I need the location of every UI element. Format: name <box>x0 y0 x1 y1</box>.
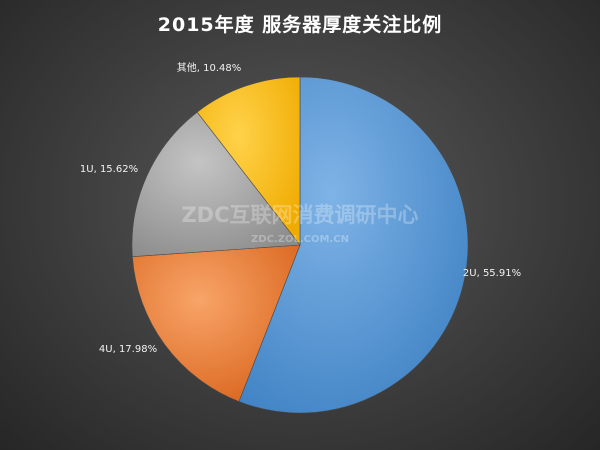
pie-slice-4 <box>196 76 301 246</box>
slice-label-3: 1U, 15.62% <box>80 164 138 175</box>
watermark: ZDC互联网消费调研中心 ZDC.ZOL.COM.CN <box>181 203 418 245</box>
slice-label-4: 其他, 10.48% <box>177 61 242 74</box>
chart-title: 2015年度 服务器厚度关注比例 <box>157 14 443 36</box>
watermark-sub: ZDC.ZOL.COM.CN <box>251 234 349 245</box>
slice-label-2: 4U, 17.98% <box>99 344 157 355</box>
watermark-main: ZDC互联网消费调研中心 <box>181 203 418 227</box>
slice-label-1: 2U, 55.91% <box>463 268 521 279</box>
slices-layer <box>131 76 469 414</box>
pie-slice-1 <box>238 76 469 414</box>
pie-slice-2 <box>132 244 301 402</box>
pie-slice-3 <box>131 111 301 257</box>
labels-layer: 2U, 55.91% 4U, 17.98% 1U, 15.62% 其他, 10.48% <box>80 61 521 355</box>
